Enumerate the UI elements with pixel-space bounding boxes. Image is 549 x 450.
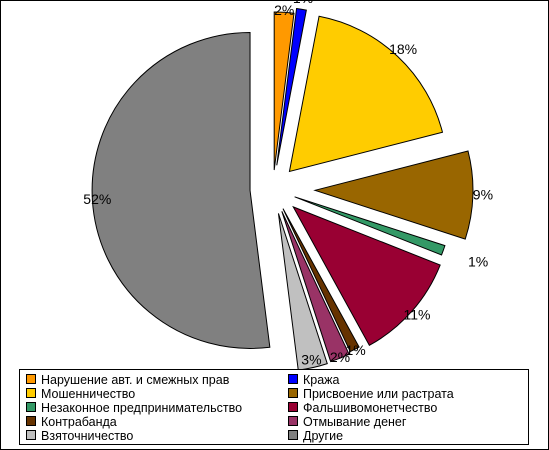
pie-slice xyxy=(294,196,446,256)
legend-label: Другие xyxy=(303,429,344,443)
legend-item: Отмывание денег xyxy=(288,415,406,429)
legend-label: Нарушение авт. и смежных прав xyxy=(41,373,230,387)
data-label: 18% xyxy=(389,41,417,57)
legend-item: Нарушение авт. и смежных прав xyxy=(26,373,229,387)
pie-slice xyxy=(276,7,307,166)
legend-item: Контрабанда xyxy=(26,415,117,429)
legend-label: Взяточничество xyxy=(41,429,134,443)
pie-slice xyxy=(288,15,444,173)
data-label: 3% xyxy=(301,352,321,368)
legend-swatch xyxy=(26,388,36,398)
legend-item: Кража xyxy=(288,373,340,387)
pie-slice xyxy=(313,150,474,240)
legend-label: Контрабанда xyxy=(41,415,117,429)
legend-label: Мошенничество xyxy=(41,387,136,401)
data-label: 9% xyxy=(473,186,493,202)
legend-item: Незаконное предпринимательство xyxy=(26,401,242,415)
legend-swatch xyxy=(26,416,36,426)
data-label: 2% xyxy=(274,2,294,18)
legend-label: Фальшивомонетчество xyxy=(303,401,438,415)
pie-slice xyxy=(91,31,271,349)
legend-item: Другие xyxy=(288,429,343,443)
data-label: 1% xyxy=(293,1,313,6)
pie-slice xyxy=(273,11,295,171)
pie-slice xyxy=(292,205,441,346)
legend-item: Фальшивомонетчество xyxy=(288,401,437,415)
legend-item: Присвоение или растрата xyxy=(288,387,454,401)
legend-item: Взяточничество xyxy=(26,429,133,443)
data-label: 1% xyxy=(345,342,365,358)
legend-swatch xyxy=(26,402,36,412)
legend-swatch xyxy=(288,388,298,398)
chart-legend: Нарушение авт. и смежных прав Кража Мошенн… xyxy=(19,369,529,445)
legend-label: Отмывание денег xyxy=(303,415,407,429)
pie-slice xyxy=(281,211,350,363)
pie-slice xyxy=(282,208,360,353)
data-label: 1% xyxy=(468,254,488,270)
data-label: 11% xyxy=(404,307,431,323)
legend-item: Мошенничество xyxy=(26,387,135,401)
legend-label: Незаконное предпринимательство xyxy=(41,401,243,415)
legend-label: Кража xyxy=(303,373,340,387)
legend-swatch xyxy=(288,416,298,426)
legend-swatch xyxy=(288,374,298,384)
legend-swatch xyxy=(288,402,298,412)
legend-swatch xyxy=(26,374,36,384)
data-label: 2% xyxy=(330,349,350,365)
data-label: 52% xyxy=(83,191,111,207)
legend-swatch xyxy=(288,430,298,440)
legend-label: Присвоение или растрата xyxy=(303,387,454,401)
legend-swatch xyxy=(26,430,36,440)
